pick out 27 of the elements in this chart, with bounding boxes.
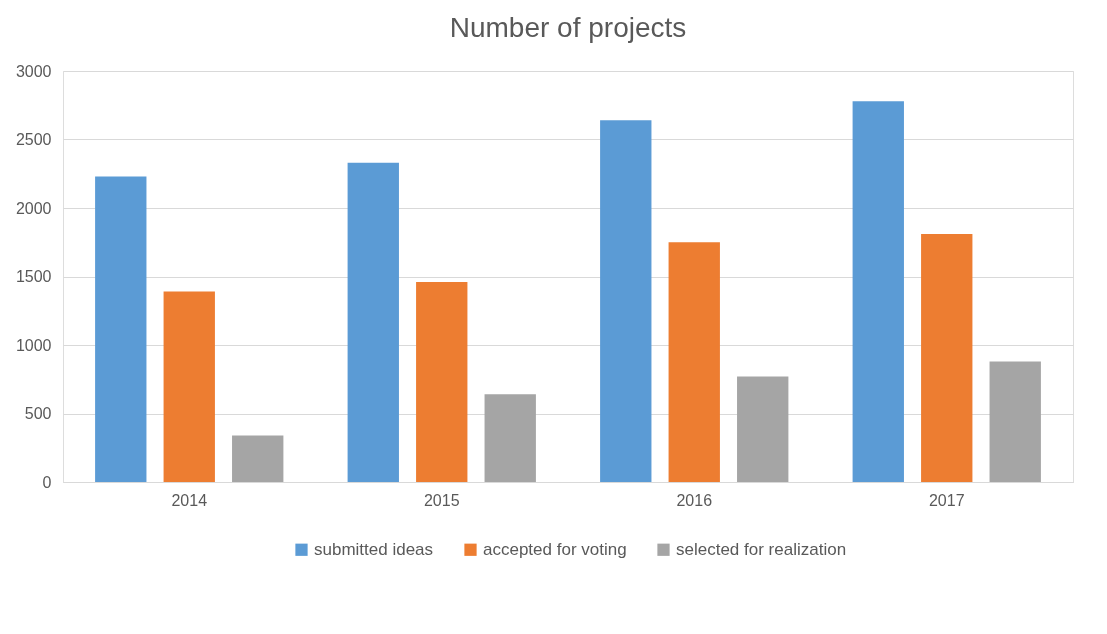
bar — [95, 176, 147, 482]
legend-label: submitted ideas — [314, 539, 434, 559]
y-tick-label: 3000 — [15, 62, 52, 80]
legend-label: selected for realization — [676, 539, 847, 559]
y-tick-label: 500 — [24, 405, 52, 422]
bar — [668, 242, 720, 482]
bar — [416, 281, 468, 482]
bar — [737, 376, 789, 482]
y-tick-label: 2500 — [15, 131, 52, 148]
bar — [600, 120, 652, 482]
bar — [921, 234, 973, 482]
bar — [232, 435, 284, 482]
x-tick-label: 2014 — [171, 491, 208, 509]
legend-label: accepted for voting — [483, 539, 627, 559]
x-tick-label: 2015 — [423, 491, 460, 509]
bar — [484, 394, 536, 482]
bar — [852, 101, 904, 482]
y-tick-label: 2000 — [15, 199, 52, 217]
x-tick-label: 2017 — [928, 491, 965, 509]
bar — [163, 291, 215, 482]
chart-title: Number of projects — [449, 12, 687, 43]
y-tick-label: 0 — [42, 473, 52, 491]
x-tick-label: 2016 — [676, 491, 713, 509]
y-tick-label: 1500 — [15, 268, 52, 285]
bar — [989, 361, 1041, 482]
bar — [347, 162, 399, 482]
y-tick-label: 1000 — [15, 336, 52, 354]
